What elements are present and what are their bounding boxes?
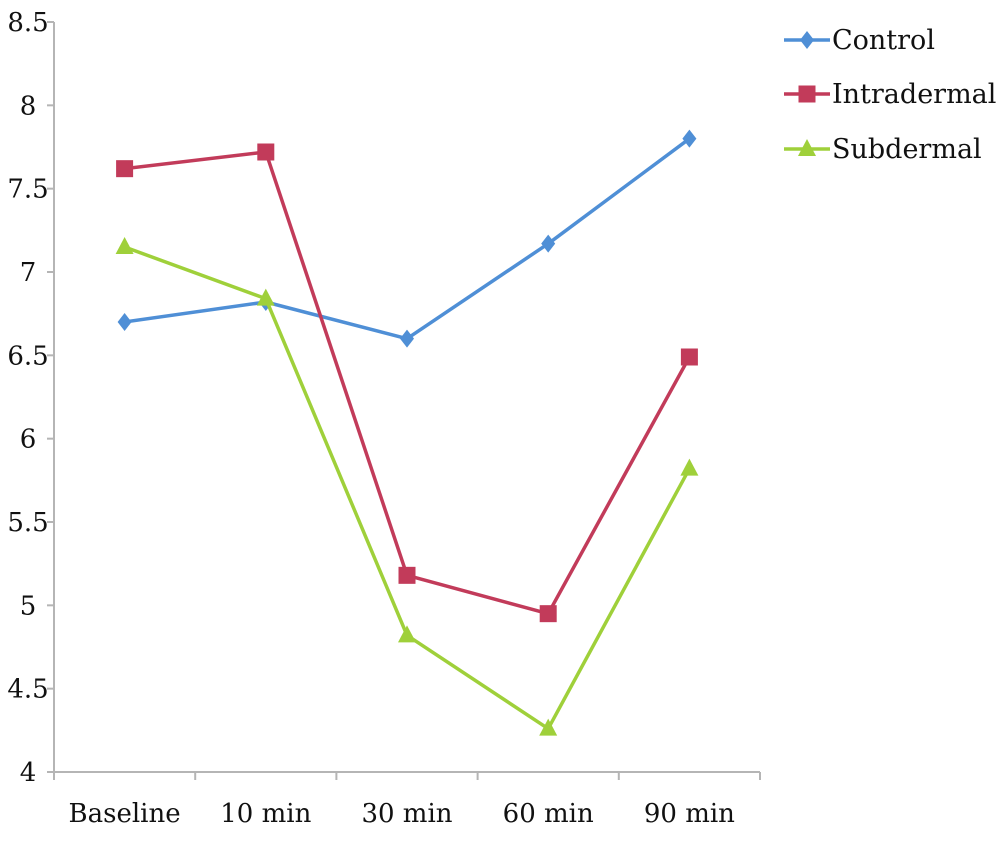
data-point-subdermal: [539, 718, 558, 736]
legend-item-intradermal: Intradermal: [784, 79, 996, 110]
series-subdermal: [115, 237, 699, 736]
series-control: [117, 129, 697, 348]
data-point-control: [400, 329, 414, 348]
data-point-intradermal: [680, 348, 698, 366]
x-tick-label: 10 min: [220, 799, 311, 829]
data-point-subdermal: [256, 288, 275, 306]
data-point-intradermal: [398, 566, 416, 584]
chart-axes: [53, 22, 760, 773]
y-tick-label: 5.5: [7, 508, 48, 538]
series-line-control: [124, 137, 691, 341]
legend-marker: [798, 139, 816, 156]
legend: Control Intradermal Subdermal: [784, 25, 996, 165]
y-tick-label: 4.5: [7, 675, 48, 705]
data-point-intradermal: [539, 605, 557, 623]
series-line-intradermal: [124, 150, 691, 616]
data-point-subdermal: [115, 237, 134, 254]
x-tick-label: 30 min: [361, 799, 452, 829]
y-tick-label: 4: [20, 758, 37, 788]
data-point-subdermal: [398, 625, 416, 643]
data-point-intradermal: [116, 160, 134, 178]
data-point-intradermal: [257, 143, 275, 161]
y-tick-label: 8.5: [7, 8, 48, 38]
data-point-control: [682, 129, 697, 148]
series-intradermal: [116, 143, 698, 623]
legend-marker: [798, 85, 816, 103]
y-tick-label: 8: [20, 91, 37, 121]
y-tick-label: 7.5: [7, 175, 48, 205]
y-tick-label: 6.5: [7, 341, 48, 371]
x-tick-label: Baseline: [69, 799, 181, 829]
series-layer: [115, 129, 699, 736]
legend-item-control: Control: [784, 25, 935, 56]
legend-label: Subdermal: [832, 134, 982, 165]
y-axis-ticks: 4 4.5 5 5.5 6 6.5 7 7.5 8 8.5: [7, 8, 54, 788]
y-tick-label: 6: [20, 425, 37, 455]
series-line-subdermal: [123, 245, 691, 731]
legend-label: Intradermal: [832, 79, 996, 110]
data-point-control: [117, 313, 132, 331]
y-tick-label: 5: [20, 591, 37, 621]
data-point-subdermal: [680, 458, 699, 476]
y-tick-label: 7: [20, 258, 37, 288]
legend-item-subdermal: Subdermal: [784, 134, 982, 165]
legend-label: Control: [832, 25, 935, 56]
legend-marker: [800, 31, 814, 49]
data-point-control: [541, 234, 556, 253]
x-axis-ticks: Baseline 10 min 30 min 60 min 90 min: [53, 772, 761, 829]
x-tick-label: 60 min: [503, 799, 594, 829]
x-tick-label: 90 min: [644, 799, 735, 829]
